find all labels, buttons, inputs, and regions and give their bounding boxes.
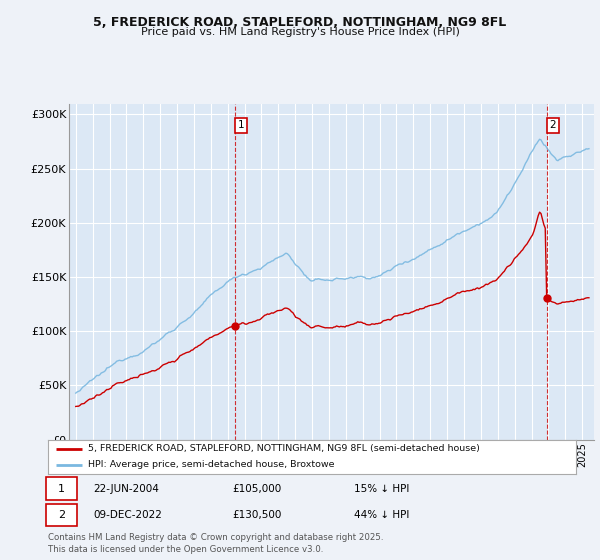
- Text: 5, FREDERICK ROAD, STAPLEFORD, NOTTINGHAM, NG9 8FL (semi-detached house): 5, FREDERICK ROAD, STAPLEFORD, NOTTINGHA…: [88, 445, 479, 454]
- Text: £130,500: £130,500: [233, 510, 282, 520]
- Text: 2: 2: [58, 510, 65, 520]
- Text: Contains HM Land Registry data © Crown copyright and database right 2025.
This d: Contains HM Land Registry data © Crown c…: [48, 533, 383, 554]
- Text: 1: 1: [238, 120, 245, 130]
- Text: Price paid vs. HM Land Registry's House Price Index (HPI): Price paid vs. HM Land Registry's House …: [140, 27, 460, 37]
- Text: 1: 1: [58, 484, 65, 493]
- Text: 15% ↓ HPI: 15% ↓ HPI: [354, 484, 410, 493]
- FancyBboxPatch shape: [46, 503, 77, 526]
- Text: 09-DEC-2022: 09-DEC-2022: [93, 510, 162, 520]
- FancyBboxPatch shape: [46, 477, 77, 500]
- Text: £105,000: £105,000: [233, 484, 282, 493]
- Text: 5, FREDERICK ROAD, STAPLEFORD, NOTTINGHAM, NG9 8FL: 5, FREDERICK ROAD, STAPLEFORD, NOTTINGHA…: [94, 16, 506, 29]
- Text: 44% ↓ HPI: 44% ↓ HPI: [354, 510, 410, 520]
- Text: 22-JUN-2004: 22-JUN-2004: [93, 484, 159, 493]
- Text: 2: 2: [550, 120, 556, 130]
- Text: HPI: Average price, semi-detached house, Broxtowe: HPI: Average price, semi-detached house,…: [88, 460, 334, 469]
